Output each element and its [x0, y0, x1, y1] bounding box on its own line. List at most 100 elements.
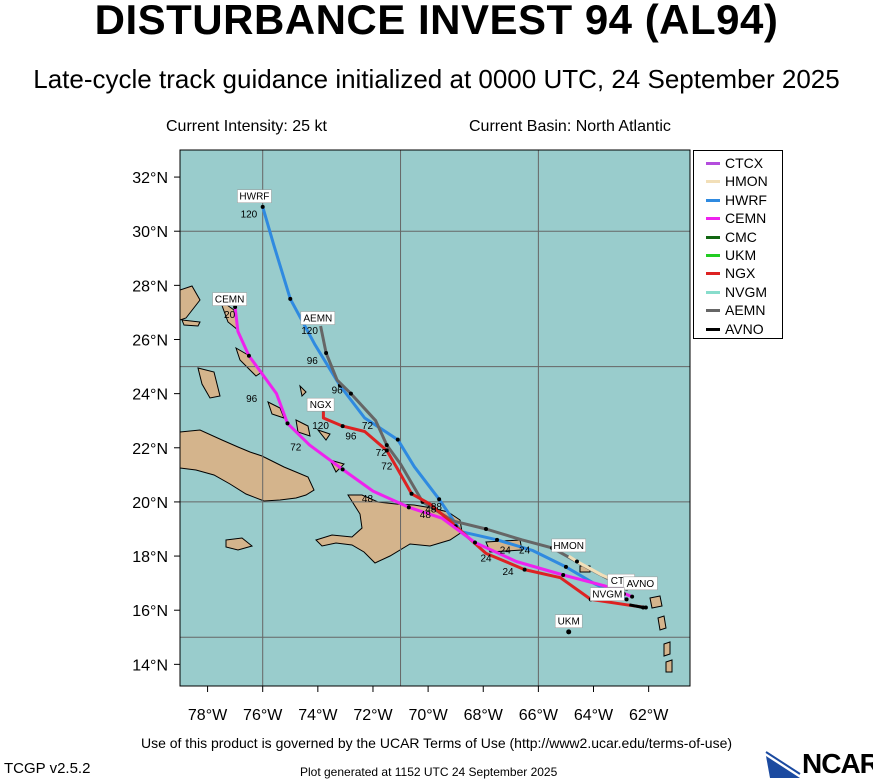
- track-label-box: [551, 538, 586, 553]
- lon-tick-label: 76°W: [243, 707, 283, 724]
- track-label-box: [300, 311, 336, 325]
- lon-tick-label: 78°W: [188, 707, 228, 724]
- forecast-hour-label: 48: [362, 494, 374, 505]
- legend-label: AEMN: [725, 302, 766, 319]
- legend-swatch: [706, 309, 720, 313]
- legend-swatch: [706, 198, 720, 202]
- track-hwrf: [261, 206, 628, 601]
- track-ngx: [321, 409, 647, 609]
- forecast-hour-label: 120: [312, 421, 329, 432]
- forecast-hour-label: 96: [307, 356, 319, 367]
- track-label: HMON: [553, 541, 584, 552]
- track-point: [522, 567, 527, 572]
- legend-item-avno: AVNO: [694, 320, 782, 338]
- track-point: [437, 497, 442, 502]
- track-point: [395, 437, 400, 442]
- legend-item-ctcx: CTCX: [694, 154, 782, 172]
- axis-labels: 32°N 30°N 28°N 26°N 24°N 22°N 20°N 18°N 16°N 14°N…: [132, 170, 669, 724]
- legend-label: NGX: [725, 265, 756, 282]
- lon-tick-label: 70°W: [408, 707, 448, 724]
- ncar-logo: NCAR: [764, 748, 873, 780]
- track-point: [233, 305, 238, 310]
- forecast-hour-label: 88: [431, 502, 443, 513]
- ocean-area: [180, 150, 690, 686]
- land-florida: [180, 285, 201, 321]
- track-point: [495, 537, 500, 542]
- legend: CTCX HMON HWRF CEMN CMC UKM NGX NVGM AEMN AVNO: [693, 150, 783, 339]
- legend-swatch: [706, 290, 720, 294]
- track-point: [340, 424, 345, 429]
- legend-item-ukm: UKM: [694, 246, 782, 264]
- land-cuba: [180, 429, 315, 502]
- current-intensity: Current Intensity: 25 kt: [166, 118, 327, 135]
- land-bahamas-andros: [197, 367, 221, 399]
- lat-tick-label: 20°N: [132, 495, 168, 512]
- generated-label: Plot generated at 1152 UTC 24 September …: [300, 765, 558, 779]
- forecast-hour-label: 72: [290, 442, 302, 453]
- legend-label: CTCX: [725, 155, 764, 171]
- legend-label: UKM: [725, 247, 757, 263]
- legend-label: CEMN: [725, 210, 767, 227]
- track-point: [563, 564, 568, 569]
- track-label-box: [306, 397, 335, 412]
- track-point: [324, 351, 329, 356]
- land-lesser-antilles: [579, 565, 673, 673]
- track-point: [643, 605, 648, 610]
- chart-title: DISTURBANCE INVEST 94 (AL94): [94, 0, 779, 43]
- track-point: [472, 540, 477, 545]
- legend-swatch: [706, 272, 720, 276]
- lat-tick-label: 26°N: [132, 332, 168, 349]
- lat-tick-label: 16°N: [132, 603, 168, 620]
- track-label: AVNO: [627, 579, 655, 590]
- forecast-hour-label: 24: [500, 545, 512, 556]
- lon-tick-label: 72°W: [353, 707, 393, 724]
- track-label-box: [623, 576, 658, 591]
- legend-item-hmon: HMON: [694, 172, 782, 190]
- track-label-box: [590, 587, 625, 601]
- legend-swatch: [706, 162, 720, 165]
- forecast-hour-label: 96: [345, 432, 357, 443]
- track-point: [630, 594, 635, 599]
- track-point: [285, 421, 290, 426]
- legend-item-nvgm: NVGM: [694, 283, 782, 301]
- track-point: [406, 505, 411, 510]
- lat-tick-label: 22°N: [132, 441, 168, 458]
- track-point: [288, 296, 293, 301]
- track-label-box: [237, 189, 272, 203]
- forecast-hour-label: 20: [224, 310, 236, 321]
- forecast-hour-label: 120: [301, 326, 318, 337]
- track-point: [624, 597, 629, 602]
- legend-item-cmc: CMC: [694, 228, 782, 246]
- grid-lines: [180, 150, 690, 686]
- forecast-hour-label: 72: [362, 421, 374, 432]
- track-label: NGX: [310, 400, 332, 411]
- lat-tick-label: 28°N: [132, 278, 168, 295]
- current-basin: Current Basin: North Atlantic: [469, 118, 671, 135]
- legend-item-hwrf: HWRF: [694, 191, 782, 209]
- legend-label: HMON: [725, 173, 768, 190]
- ncar-logo-text: NCAR: [802, 748, 873, 779]
- lon-tick-label: 68°W: [464, 707, 504, 724]
- legend-label: CMC: [725, 228, 757, 245]
- legend-label: AVNO: [725, 320, 764, 337]
- forecast-hour-label: 24: [502, 567, 514, 578]
- legend-swatch: [706, 180, 720, 184]
- track-label: HWRF: [239, 192, 269, 203]
- legend-label: HWRF: [725, 191, 767, 208]
- track-point: [484, 526, 488, 531]
- forecast-hour-label: 120: [241, 210, 258, 221]
- chart-subtitle: Late-cycle track guidance initialized at…: [33, 64, 840, 94]
- lon-tick-label: 64°W: [574, 707, 614, 724]
- forecast-hour-label: 72: [376, 448, 388, 459]
- lat-tick-label: 24°N: [132, 387, 168, 404]
- legend-item-cemn: CEMN: [694, 209, 782, 227]
- legend-swatch: [706, 327, 720, 331]
- track-point: [348, 391, 353, 396]
- forecast-hour-label: 24: [519, 545, 531, 556]
- track-point: [574, 559, 579, 564]
- legend-item-ngx: NGX: [694, 264, 782, 282]
- track-point: [340, 467, 345, 472]
- track-point: [246, 353, 251, 358]
